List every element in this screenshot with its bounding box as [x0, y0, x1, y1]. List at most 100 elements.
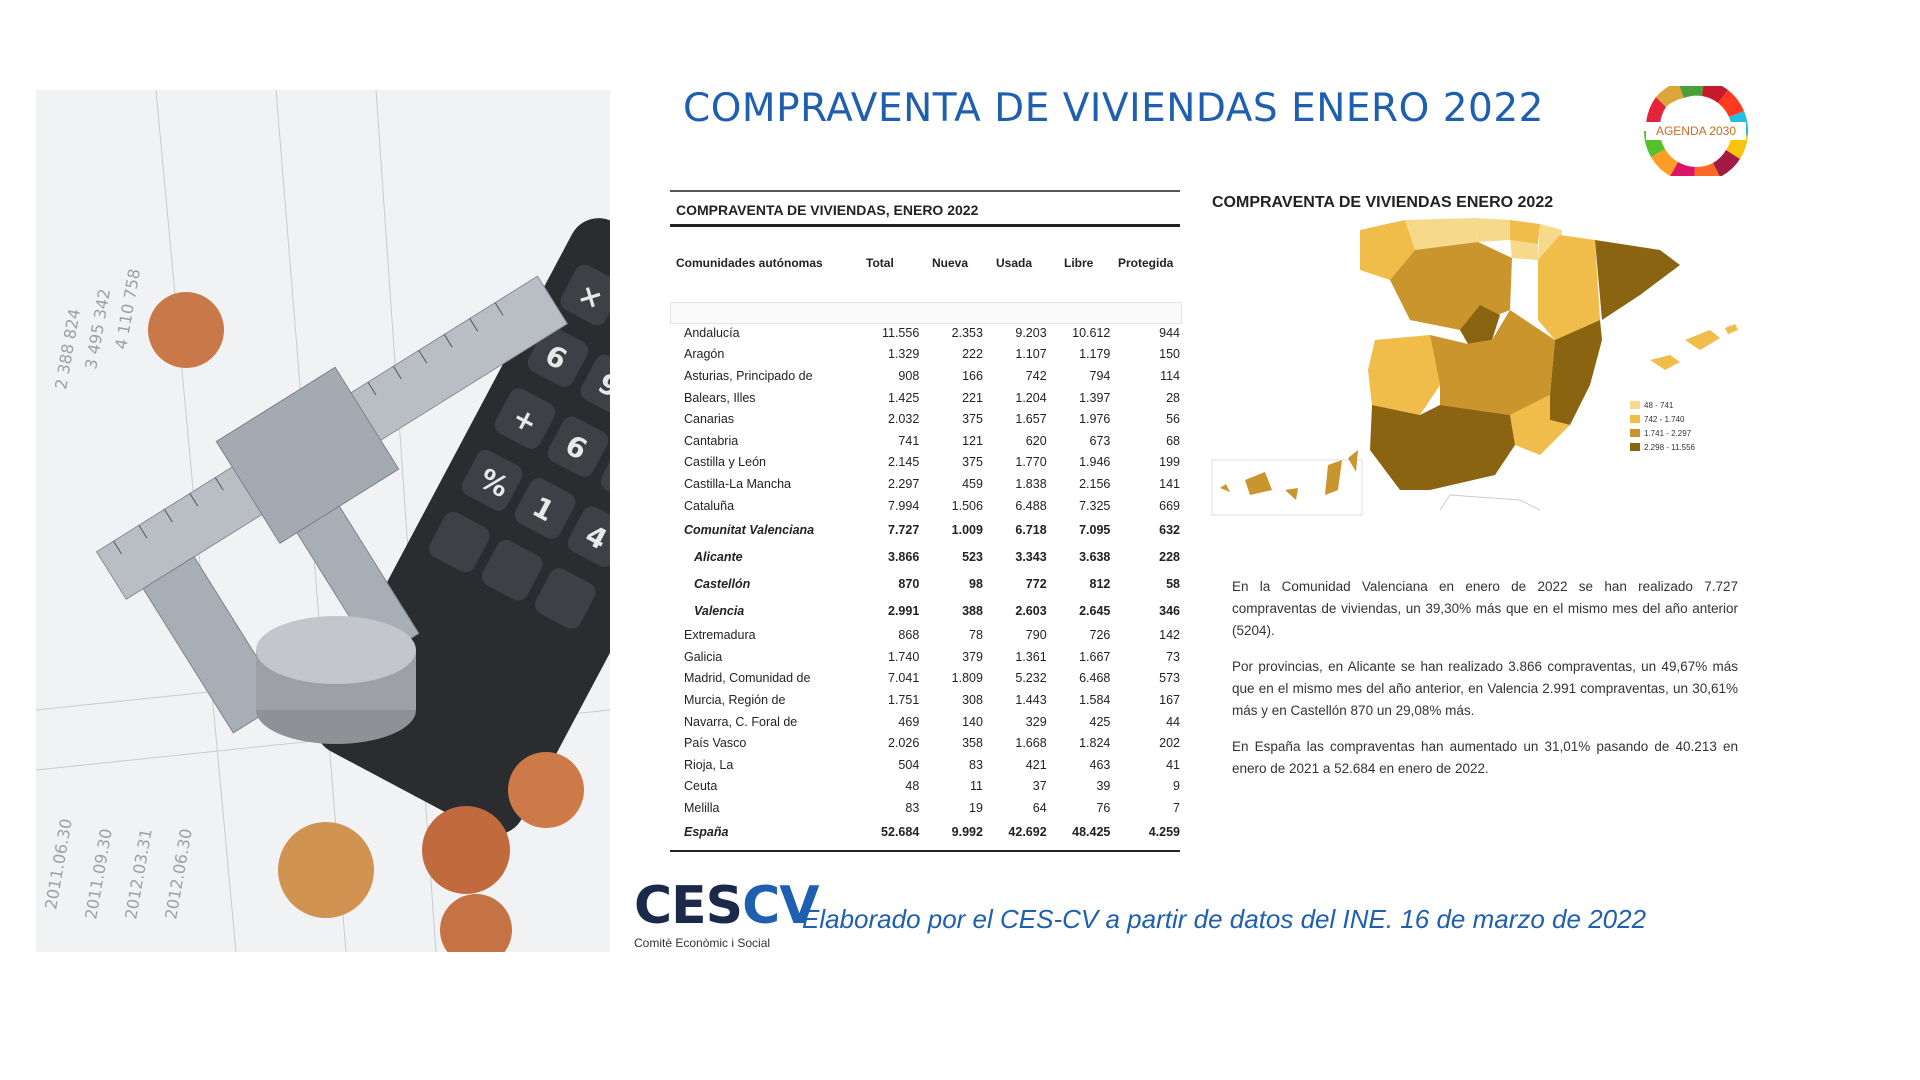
data-table-panel: COMPRAVENTA DE VIVIENDAS, ENERO 2022 Com…: [670, 190, 1182, 854]
region-valenciana: [1550, 320, 1602, 425]
cell-protegida: 28: [1166, 390, 1180, 405]
cell-total: 908: [898, 368, 920, 383]
row-label: Aragón: [684, 347, 725, 362]
table-row: Melilla 83 19 64 76 7: [684, 797, 1180, 819]
cell-protegida: 150: [1159, 347, 1180, 362]
legend-item: 1.741 - 2.297: [1630, 426, 1695, 440]
cell-protegida: 228: [1159, 549, 1180, 564]
cell-nueva: 523: [962, 549, 983, 564]
row-label: Madrid, Comunidad de: [684, 671, 811, 686]
table-row: País Vasco 2.026 358 1.668 1.824 202: [684, 732, 1180, 754]
hero-photo: 2 388 824 3 495 342 4 110 758 2011.06.30…: [36, 90, 610, 952]
cell-nueva: 379: [962, 649, 983, 664]
cell-usada: 329: [1025, 714, 1047, 729]
cell-total: 7.727: [888, 522, 920, 537]
row-label: Melilla: [684, 800, 720, 815]
cell-libre: 1.976: [1079, 412, 1111, 427]
col-header-usada: Usada: [996, 256, 1033, 270]
cell-protegida: 7: [1173, 800, 1180, 815]
table-title: COMPRAVENTA DE VIVIENDAS, ENERO 2022: [676, 202, 979, 218]
region-baleares-1: [1650, 355, 1680, 370]
cell-libre: 673: [1089, 433, 1111, 448]
row-label: Cantabria: [684, 433, 739, 448]
table-body: Andalucía 11.556 2.353 9.203 10.612 944 Aragón…: [684, 322, 1180, 846]
cell-nueva: 358: [962, 736, 983, 751]
cell-nueva: 221: [962, 390, 983, 405]
cell-nueva: 140: [962, 714, 983, 729]
cell-libre: 425: [1089, 714, 1111, 729]
cell-libre: 1.179: [1079, 347, 1111, 362]
cell-nueva: 375: [962, 455, 983, 470]
cell-protegida: 114: [1160, 368, 1180, 383]
table-row: Madrid, Comunidad de 7.041 1.809 5.232 6.468…: [684, 668, 1180, 690]
cell-usada: 9.203: [1015, 325, 1047, 340]
col-header-protegida: Protegida: [1118, 256, 1174, 270]
cell-usada: 42.692: [1008, 825, 1047, 840]
table-rule-bottom: [670, 850, 1180, 852]
region-canarias-2: [1245, 472, 1272, 495]
cell-total: 3.866: [888, 549, 920, 564]
cell-usada: 772: [1025, 576, 1047, 591]
cell-nueva: 222: [962, 347, 983, 362]
legend-item: 2.298 - 11.556: [1630, 440, 1695, 454]
agenda-logo-text: AGENDA 2030: [1656, 124, 1736, 138]
cell-libre: 2.645: [1079, 603, 1111, 618]
legend-item: 742 - 1.740: [1630, 412, 1695, 426]
region-aragon: [1538, 235, 1600, 340]
table-row: Navarra, C. Foral de 469 140 329 425 44: [684, 711, 1180, 733]
row-label: Murcia, Región de: [684, 692, 786, 707]
row-label: Navarra, C. Foral de: [684, 714, 798, 729]
cell-usada: 1.204: [1015, 390, 1047, 405]
cell-libre: 76: [1096, 800, 1111, 815]
row-label: Valencia: [694, 603, 745, 618]
cell-usada: 1.838: [1015, 476, 1047, 491]
cell-usada: 1.107: [1015, 347, 1047, 362]
table-row: Alicante 3.866 523 3.343 3.638 228: [684, 543, 1180, 570]
source-credit: Elaborado por el CES-CV a partir de dato…: [802, 904, 1647, 934]
table-row: España 52.684 9.992 42.692 48.425 4.259: [684, 819, 1180, 846]
cell-total: 2.032: [888, 412, 920, 427]
cell-usada: 6.718: [1015, 522, 1047, 537]
cell-total: 469: [898, 714, 920, 729]
cell-total: 7.041: [888, 671, 920, 686]
logo-subtitle: Comitè Econòmic i Social: [634, 936, 771, 950]
legend-item: 48 - 741: [1630, 398, 1695, 412]
table-row: Murcia, Región de 1.751 308 1.443 1.584 167: [684, 689, 1180, 711]
cell-protegida: 56: [1166, 412, 1180, 427]
cell-libre: 7.325: [1079, 498, 1111, 513]
region-madrid: [1460, 305, 1500, 344]
row-label: Comunitat Valenciana: [684, 522, 815, 537]
table-row: Balears, Illes 1.425 221 1.204 1.397 28: [684, 387, 1180, 409]
row-label: Alicante: [694, 549, 743, 564]
row-label: Canarias: [684, 412, 735, 427]
table-row: Aragón 1.329 222 1.107 1.179 150: [684, 344, 1180, 366]
cell-libre: 3.638: [1079, 549, 1111, 564]
legend-label: 742 - 1.740: [1644, 414, 1685, 424]
table-rule-top: [670, 190, 1180, 192]
cell-total: 52.684: [881, 825, 920, 840]
cell-protegida: 573: [1159, 671, 1180, 686]
row-label: Castellón: [694, 576, 751, 591]
cell-libre: 2.156: [1079, 476, 1111, 491]
cell-nueva: 459: [962, 476, 983, 491]
cell-usada: 1.361: [1015, 649, 1047, 664]
sdg-wheel-icon: AGENDA 2030: [1644, 79, 1749, 184]
region-cantabria: [1475, 218, 1510, 242]
table-spacer-row: [670, 302, 1182, 324]
row-label: Asturias, Principado de: [684, 368, 813, 383]
cell-usada: 1.657: [1015, 412, 1047, 427]
table-row: Castilla-La Mancha 2.297 459 1.838 2.156 141: [684, 473, 1180, 495]
region-canarias-1: [1220, 484, 1230, 492]
cell-nueva: 1.009: [951, 522, 983, 537]
table-row: Asturias, Principado de 908 166 742 794 114: [684, 365, 1180, 387]
logo-cv: CV: [742, 876, 819, 936]
paragraph: Por provincias, en Alicante se han reali…: [1232, 659, 1738, 718]
region-canarias-3: [1285, 488, 1298, 500]
legend-swatch: [1630, 443, 1640, 451]
cell-usada: 64: [1032, 800, 1047, 815]
cell-usada: 5.232: [1015, 671, 1047, 686]
table-row: Castellón 870 98 772 812 58: [684, 570, 1180, 597]
row-label: Castilla y León: [684, 455, 766, 470]
region-cataluna: [1595, 240, 1680, 320]
region-andalucia: [1370, 405, 1515, 490]
